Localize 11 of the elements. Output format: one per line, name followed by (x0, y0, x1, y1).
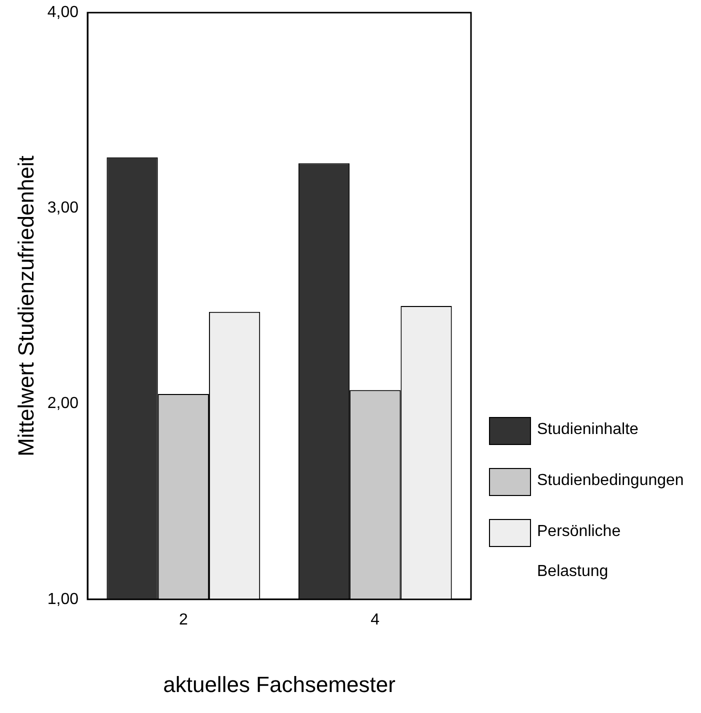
legend-label: Studieninhalte (537, 420, 640, 440)
x-tick-label: 2 (178, 611, 188, 628)
text: Persönliche Belastung (537, 523, 621, 580)
y-tick-label: 4,00 (47, 4, 79, 22)
y-tick-label: 3,00 (47, 200, 79, 217)
x-axis-title: aktuelles Fachsemester (163, 672, 396, 697)
y-axis-title: Mittelwert Studienzufriedenheit (13, 156, 38, 456)
y-tick-label: 2,00 (47, 395, 79, 412)
x-tick-label: 4 (370, 611, 380, 628)
y-tick-label: 1,00 (47, 590, 79, 608)
legend-label: Studienbedingungen (537, 471, 684, 492)
